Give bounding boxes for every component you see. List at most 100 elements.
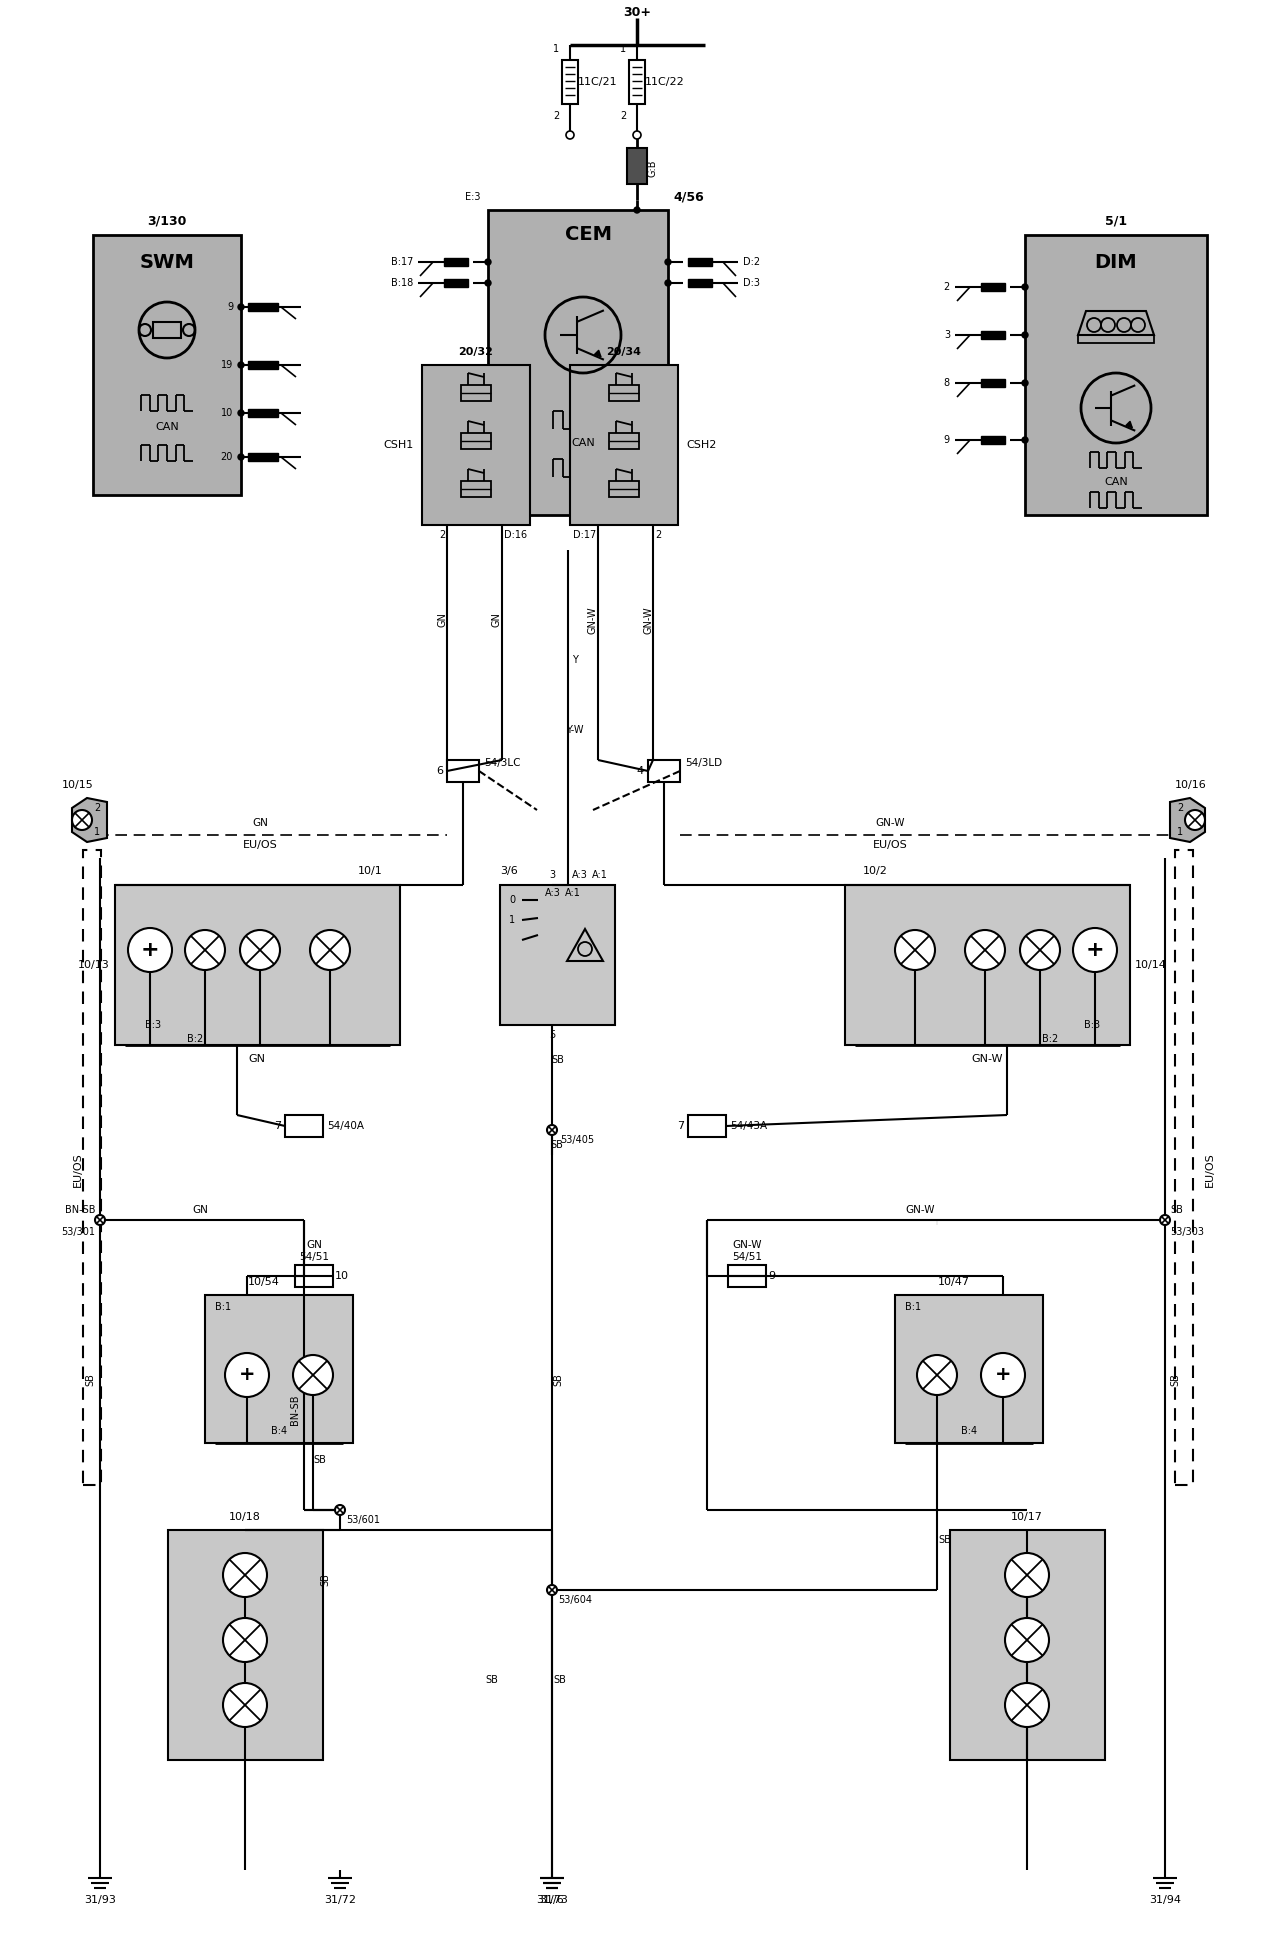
Text: SB: SB	[1170, 1373, 1180, 1386]
Text: 1: 1	[619, 45, 626, 55]
Bar	[93, 236, 241, 495]
Text: 0: 0	[510, 896, 515, 905]
Text: B:2: B:2	[1042, 1034, 1059, 1044]
Text: CSH2: CSH2	[686, 440, 716, 450]
Text: +: +	[140, 940, 160, 960]
Bar	[285, 1116, 323, 1137]
Bar	[981, 282, 1005, 290]
Text: GN: GN	[252, 818, 268, 827]
Circle shape	[895, 931, 935, 970]
Text: A:1: A:1	[564, 888, 581, 898]
Text: 5: 5	[549, 1030, 555, 1040]
Text: 54/3LD: 54/3LD	[684, 757, 722, 767]
Bar	[895, 1295, 1043, 1443]
Text: 31/93: 31/93	[84, 1894, 116, 1904]
Text: D:2: D:2	[743, 257, 760, 267]
Text: GN-W: GN-W	[732, 1240, 762, 1250]
Circle shape	[238, 304, 244, 310]
Bar	[461, 481, 490, 496]
Bar	[248, 409, 278, 417]
Text: GN: GN	[437, 613, 447, 627]
Text: CAN: CAN	[1105, 477, 1128, 487]
Text: 11C/22: 11C/22	[645, 78, 684, 88]
Bar	[627, 148, 647, 185]
Text: 54/40A: 54/40A	[327, 1121, 364, 1131]
Text: EU/OS: EU/OS	[872, 839, 908, 851]
Circle shape	[1022, 436, 1028, 444]
Text: B:1: B:1	[215, 1303, 231, 1312]
Bar	[1025, 236, 1207, 516]
Bar	[688, 278, 713, 286]
Text: 2: 2	[553, 111, 559, 121]
Text: 10/14: 10/14	[1135, 960, 1167, 970]
Text: Y: Y	[572, 654, 578, 666]
Text: D:17: D:17	[573, 530, 596, 539]
Text: EU/OS: EU/OS	[1205, 1153, 1214, 1188]
Text: G:B: G:B	[647, 160, 658, 177]
Text: DIM: DIM	[1094, 253, 1138, 273]
Bar	[1175, 851, 1193, 1486]
Circle shape	[335, 1505, 345, 1515]
Circle shape	[310, 931, 350, 970]
Text: D:16: D:16	[504, 530, 527, 539]
Text: 30+: 30+	[623, 6, 651, 19]
Text: CEM: CEM	[564, 226, 612, 245]
Text: 9: 9	[227, 302, 232, 312]
Circle shape	[292, 1355, 333, 1394]
Text: SB: SB	[550, 1141, 563, 1151]
Bar	[688, 1116, 727, 1137]
Text: B:3: B:3	[146, 1020, 161, 1030]
Text: 53/405: 53/405	[561, 1135, 594, 1145]
Bar	[981, 436, 1005, 444]
Text: 31/6: 31/6	[540, 1894, 564, 1904]
Circle shape	[547, 1125, 557, 1135]
Polygon shape	[1170, 798, 1205, 841]
Bar	[153, 321, 181, 339]
Text: 10: 10	[221, 409, 232, 419]
Text: 54/51: 54/51	[299, 1252, 329, 1262]
Text: +: +	[1085, 940, 1105, 960]
Text: BN-SB: BN-SB	[290, 1394, 300, 1425]
Text: B:4: B:4	[960, 1425, 977, 1437]
Text: Y-W: Y-W	[566, 724, 584, 736]
Text: SB: SB	[552, 1055, 564, 1065]
Text: 10: 10	[335, 1271, 349, 1281]
Text: 1: 1	[94, 827, 100, 837]
Text: 2: 2	[439, 530, 444, 539]
Text: 9: 9	[944, 434, 950, 446]
Text: 2: 2	[1177, 802, 1183, 814]
Text: SB: SB	[553, 1674, 567, 1684]
Text: A:3: A:3	[572, 870, 587, 880]
Circle shape	[485, 280, 490, 286]
Text: A:3: A:3	[545, 888, 561, 898]
Circle shape	[72, 810, 92, 829]
Text: 31/72: 31/72	[324, 1894, 356, 1904]
Bar	[570, 364, 678, 526]
Text: B:18: B:18	[391, 278, 412, 288]
Circle shape	[128, 929, 172, 972]
Text: 10/15: 10/15	[63, 781, 93, 790]
Circle shape	[566, 130, 573, 138]
Circle shape	[1022, 284, 1028, 290]
Text: A:1: A:1	[593, 870, 608, 880]
Text: 31/73: 31/73	[536, 1894, 568, 1904]
Text: BN-SB: BN-SB	[65, 1205, 94, 1215]
Text: GN-W: GN-W	[587, 606, 598, 635]
Text: 9: 9	[767, 1271, 775, 1281]
Polygon shape	[72, 798, 107, 841]
Circle shape	[1005, 1554, 1048, 1597]
Text: 54/3LC: 54/3LC	[484, 757, 521, 767]
Circle shape	[1005, 1618, 1048, 1663]
Text: GN-W: GN-W	[972, 1053, 1002, 1063]
Bar	[609, 432, 638, 450]
Text: 53/301: 53/301	[61, 1227, 94, 1236]
Bar	[83, 851, 101, 1486]
Bar	[248, 304, 278, 312]
Text: GN: GN	[249, 1053, 266, 1063]
Bar	[950, 1530, 1105, 1760]
Text: 7: 7	[677, 1121, 684, 1131]
Text: 2: 2	[94, 802, 100, 814]
Text: 3/6: 3/6	[501, 866, 517, 876]
Circle shape	[917, 1355, 956, 1394]
Bar	[562, 60, 578, 103]
